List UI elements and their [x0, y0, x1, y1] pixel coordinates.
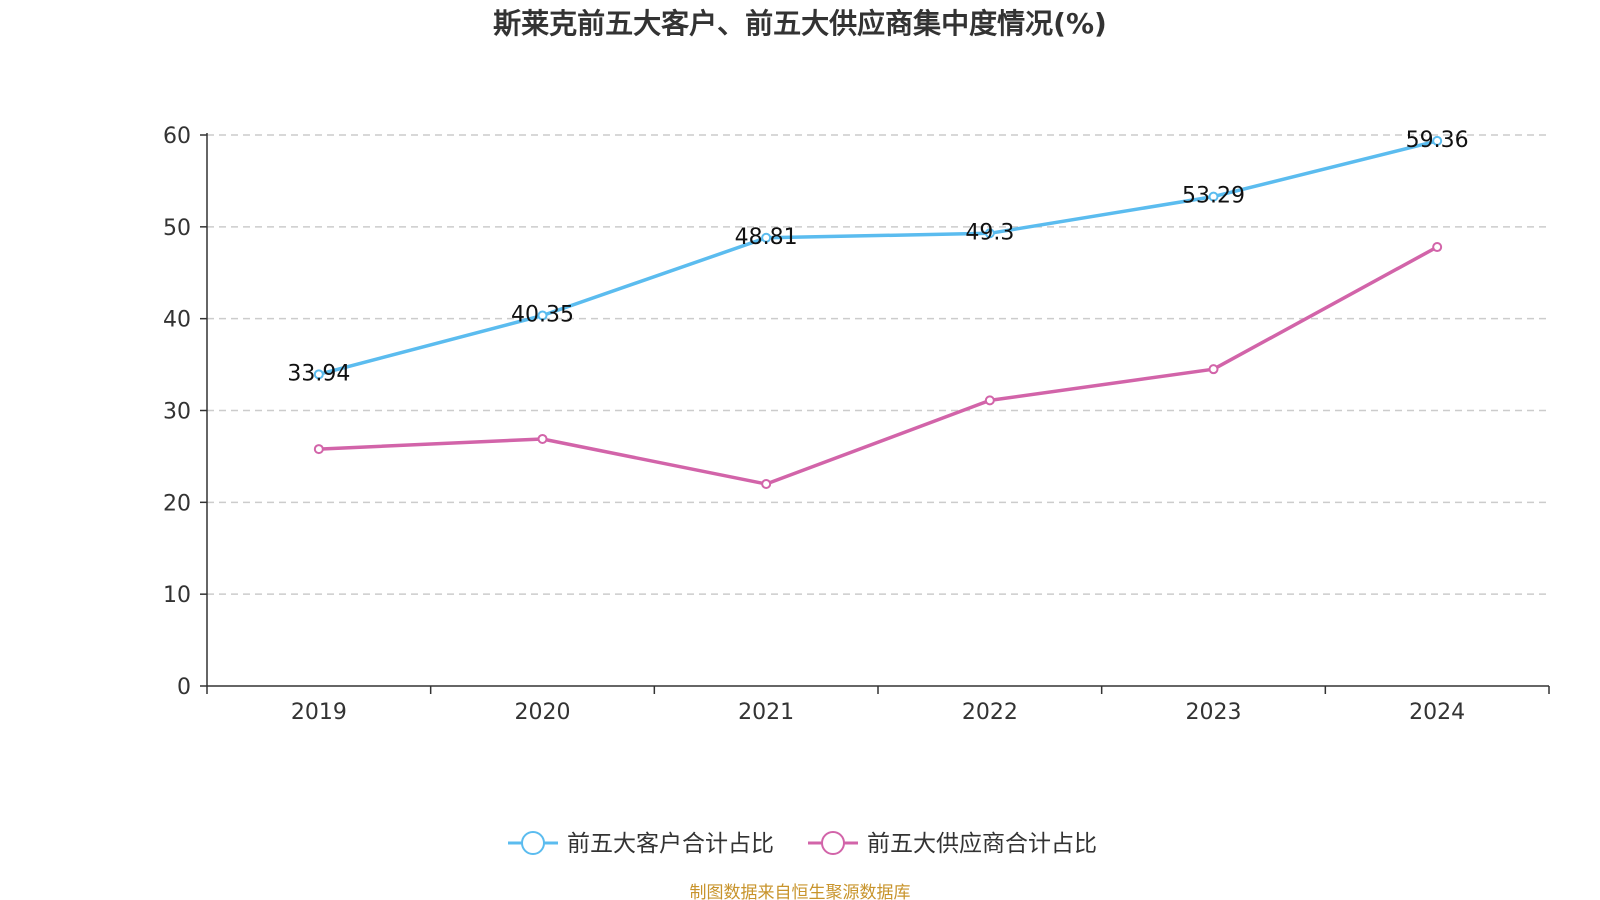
- x-tick-label: 2023: [1186, 700, 1242, 725]
- data-point: [313, 369, 324, 380]
- data-point: [537, 433, 548, 444]
- axes: 0 10 20 30 40 50 60 2019 2020 2021 2022 2023 2024: [163, 124, 1550, 725]
- y-tick-label: 50: [163, 216, 191, 241]
- data-label: 59.36: [1406, 128, 1469, 153]
- y-tick-label: 20: [163, 491, 191, 516]
- data-point: [761, 478, 772, 489]
- x-tick-label: 2024: [1409, 700, 1465, 725]
- grid-lines: [207, 134, 1549, 595]
- legend-label-2: 前五大供应商合计占比: [867, 831, 1097, 857]
- chart-title: 斯莱克前五大客户、前五大供应商集中度情况(%): [493, 7, 1107, 40]
- data-point: [984, 395, 995, 406]
- legend-label-1: 前五大客户合计占比: [567, 831, 774, 857]
- data-label: 40.35: [511, 302, 574, 327]
- series-line-1: [318, 139, 1438, 376]
- y-tick-label: 0: [177, 675, 191, 700]
- y-tick-label: 10: [163, 583, 191, 608]
- data-point: [984, 228, 995, 239]
- data-point: [1208, 364, 1219, 375]
- data-point: [761, 232, 772, 243]
- legend: 前五大客户合计占比 前五大供应商合计占比: [508, 831, 1097, 857]
- series-layer: [313, 135, 1443, 489]
- legend-marker-1: [521, 831, 545, 855]
- data-label: 48.81: [735, 225, 798, 250]
- data-point: [1432, 242, 1443, 253]
- y-tick-label: 40: [163, 308, 191, 333]
- data-point: [313, 444, 324, 455]
- x-tick-label: 2020: [515, 700, 571, 725]
- x-tick-label: 2019: [291, 700, 347, 725]
- data-point: [1208, 191, 1219, 202]
- data-point: [1432, 135, 1443, 146]
- data-label: 33.94: [287, 361, 350, 386]
- y-tick-label: 60: [163, 124, 191, 149]
- x-tick-label: 2021: [738, 700, 794, 725]
- data-label: 49.3: [965, 220, 1014, 245]
- x-tick-label: 2022: [962, 700, 1018, 725]
- y-tick-label: 30: [163, 400, 191, 425]
- source-note: 制图数据来自恒生聚源数据库: [690, 883, 911, 900]
- data-point: [537, 310, 548, 321]
- series-line-2: [318, 245, 1439, 486]
- data-labels: 33.94 40.35 48.81 49.3 53.29 59.36: [287, 128, 1468, 386]
- legend-marker-2: [821, 831, 845, 855]
- data-label: 53.29: [1182, 184, 1245, 209]
